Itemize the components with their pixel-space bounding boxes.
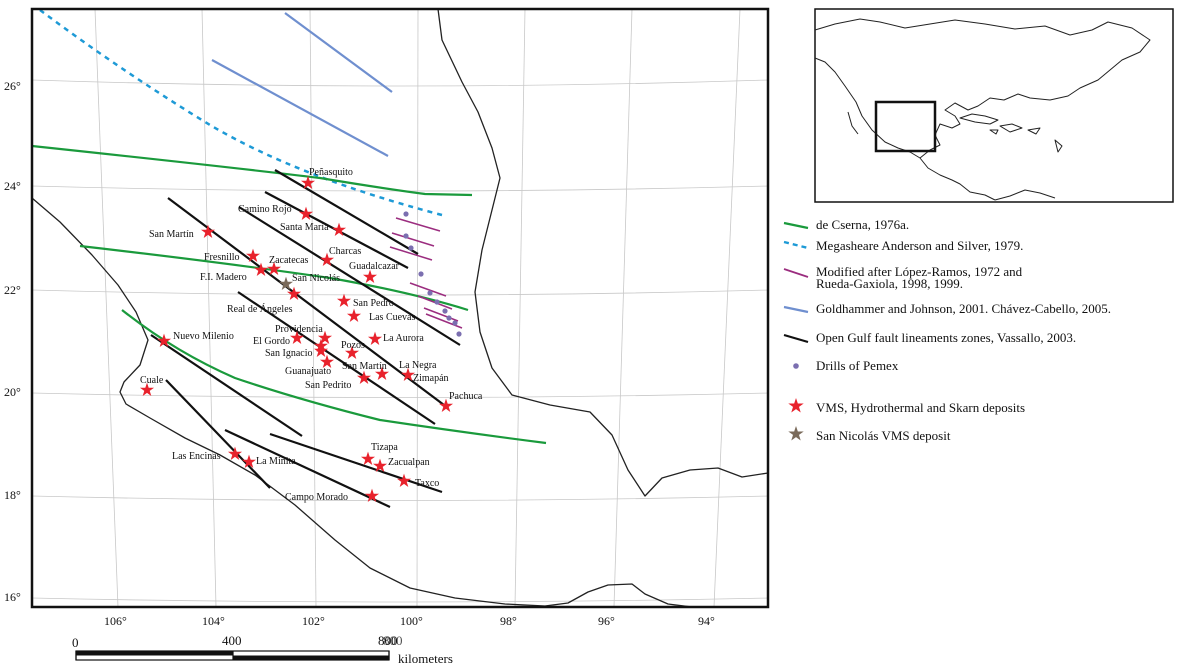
black-line-icon: [783, 333, 809, 344]
legend-label: de Cserna, 1976a.: [816, 217, 909, 232]
lat-label: 16°: [4, 590, 21, 604]
deposit-label: San Martín: [149, 229, 194, 240]
dashed-line-icon: [783, 240, 809, 250]
legend-label: San Nicolás VMS deposit: [816, 428, 951, 443]
deposit-label: La Aurora: [383, 333, 424, 344]
legend-item-brown-star: San Nicolás VMS deposit: [788, 425, 951, 443]
deposit-label: El Gordo: [253, 336, 290, 347]
legend: de Cserna, 1976a. Megasheare Anderson and…: [783, 217, 1111, 443]
lon-label: 94°: [698, 614, 715, 628]
deposit-label: Real de Ángeles: [227, 303, 293, 315]
deposit-label: San Pedrito: [305, 380, 351, 391]
deposit-label: Pozos: [341, 340, 365, 351]
deposit-star-icon: [346, 308, 362, 322]
brown-star-icon: [788, 425, 804, 441]
blue-line-icon: [783, 305, 809, 314]
deposit-star-icon: [245, 248, 261, 262]
goldhammer-lines: [211, 12, 393, 157]
legend-label-line2: Rueda-Gaxiola, 1998, 1999.: [816, 276, 963, 291]
dot-icon: [793, 363, 799, 369]
deposit-label: La Negra: [399, 360, 437, 371]
deposit-label: Peñasquito: [309, 167, 353, 178]
latitude-axis: 26° 24° 22° 20° 18° 16°: [4, 79, 21, 604]
deposit-label: Campo Morado: [285, 492, 348, 503]
legend-item-purple-dot: Drills of Pemex: [793, 358, 899, 373]
deposit-star-icon: [298, 206, 314, 220]
lat-label: 22°: [4, 283, 21, 297]
deposit-label: San Ignacio: [265, 348, 313, 359]
deposit-star-icon: [336, 293, 352, 307]
lon-label: 104°: [202, 614, 225, 628]
deposit-label: San Martín: [342, 361, 387, 372]
deposit-label: La Minita: [256, 456, 296, 467]
deposit-label: Guadalcazar: [349, 261, 400, 272]
legend-label: Megasheare Anderson and Silver, 1979.: [816, 238, 1023, 253]
deposit-label: Fresnillo: [204, 252, 240, 263]
scale-tick-400: 400: [222, 633, 242, 648]
scale-tick-800: 800: [378, 633, 398, 648]
legend-item-black-line: Open Gulf fault lineaments zones, Vassal…: [783, 330, 1076, 345]
deposit-label: Zacatecas: [269, 255, 309, 266]
lon-label: 96°: [598, 614, 615, 628]
inset-map: [814, 8, 1174, 203]
deposit-label: F.I. Madero: [200, 272, 247, 283]
green-line-icon: [783, 221, 809, 230]
lat-label: 18°: [4, 488, 21, 502]
deposit-label: Las Encinas: [172, 451, 221, 462]
deposit-label: Zimapán: [413, 373, 449, 384]
lon-label: 100°: [400, 614, 423, 628]
lon-label: 106°: [104, 614, 127, 628]
red-star-icon: [788, 397, 804, 413]
deposit-label: Nuevo Milenio: [173, 331, 234, 342]
pemex-drills: [403, 211, 462, 337]
legend-label: VMS, Hydrothermal and Skarn deposits: [816, 400, 1025, 415]
lon-label: 102°: [302, 614, 325, 628]
deposit-label: Cuale: [140, 375, 164, 386]
deposit-label: Santa María: [280, 222, 329, 233]
deposit-label: Providencia: [275, 324, 323, 335]
deposit-label: Charcas: [329, 246, 361, 257]
scale-bar: 0 400 800 800 kilometers: [72, 633, 453, 666]
scale-unit-label: kilometers: [398, 651, 453, 666]
map-frame: [30, 7, 770, 609]
deposit-label: Camino Rojo: [238, 204, 292, 215]
legend-label: Modified after López-Ramos, 1972 and: [816, 264, 1023, 279]
scale-tick-800-overlap: 800: [383, 633, 403, 648]
deposit-label: San Pedro: [353, 298, 394, 309]
inset-frame: [814, 8, 1174, 203]
deposit-star-icon: [360, 451, 376, 465]
legend-label: Goldhammer and Johnson, 2001. Chávez-Cab…: [816, 301, 1111, 316]
legend-label: Drills of Pemex: [816, 358, 899, 373]
megashear-line: [39, 9, 443, 217]
deposit-label: Tizapa: [371, 442, 398, 453]
graticule: [32, 9, 768, 607]
longitude-axis: 106° 104° 102° 100° 98° 96° 94°: [104, 614, 715, 628]
lat-label: 24°: [4, 179, 21, 193]
scale-tick-0: 0: [72, 635, 79, 650]
lat-label: 26°: [4, 79, 21, 93]
deposit-label: Pachuca: [449, 391, 483, 402]
inset-study-area: [874, 100, 937, 153]
legend-item-green-line: de Cserna, 1976a.: [783, 217, 909, 232]
purple-line-icon: [783, 268, 809, 278]
deposit-label: Zacualpan: [388, 457, 430, 468]
deposit-label: Guanajuato: [285, 366, 331, 377]
legend-item-blue-line: Goldhammer and Johnson, 2001. Chávez-Cab…: [783, 301, 1111, 316]
lon-label: 98°: [500, 614, 517, 628]
lat-label: 20°: [4, 385, 21, 399]
deposit-label: Las Cuevas: [369, 312, 415, 323]
deposit-labels: Peñasquito Camino Rojo Santa María San Mart…: [140, 167, 483, 503]
deposit-star-icon: [367, 331, 383, 345]
legend-item-dashed-cyan-line: Megasheare Anderson and Silver, 1979.: [783, 238, 1023, 253]
legend-item-purple-line: Modified after López-Ramos, 1972 andRued…: [783, 264, 1023, 291]
main-map: Peñasquito Camino Rojo Santa María San Mart…: [4, 7, 770, 628]
deposit-label: Taxco: [415, 478, 439, 489]
legend-label: Open Gulf fault lineaments zones, Vassal…: [816, 330, 1076, 345]
legend-item-red-star: VMS, Hydrothermal and Skarn deposits: [788, 397, 1025, 415]
deposit-label: San Nicolás: [292, 273, 340, 284]
